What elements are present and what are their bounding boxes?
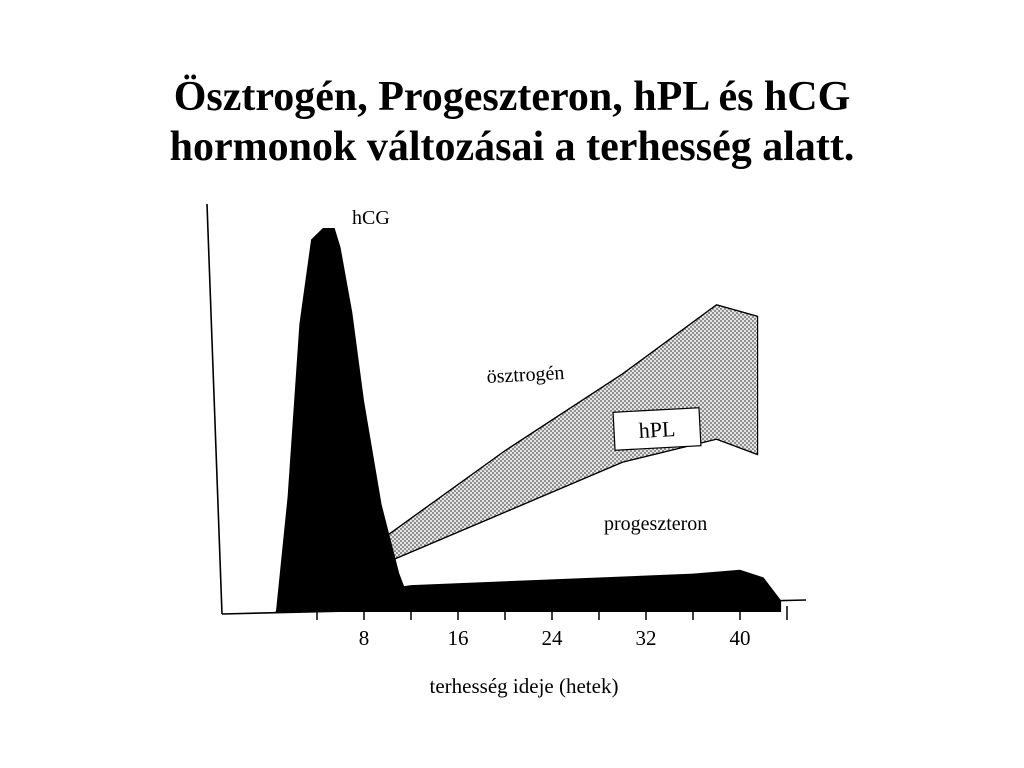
series-label-hpl: hPL	[638, 416, 676, 443]
series-line-osztrogen	[275, 304, 758, 613]
slide-title: Ösztrogén, Progeszteron, hPL és hCG horm…	[0, 72, 1024, 172]
series-line-hpl	[275, 438, 758, 613]
slide-title-line-2: hormonok változásai a terhesség alatt.	[169, 124, 855, 170]
series-label-osztrogen: ösztrogén	[486, 362, 565, 388]
y-axis	[206, 203, 223, 615]
x-axis-label: terhesség ideje (hetek)	[430, 674, 619, 698]
hpl-label-box	[612, 407, 702, 451]
x-tick-label: 24	[542, 626, 564, 650]
x-axis	[221, 599, 807, 615]
series-area-hcg	[275, 228, 411, 612]
slide-title-line-1: Ösztrogén, Progeszteron, hPL és hCG	[173, 74, 851, 120]
x-tick-label: 8	[359, 626, 370, 650]
x-tick-label: 32	[636, 626, 657, 650]
x-tick-label: 40	[730, 626, 751, 650]
x-tick-label: 16	[448, 626, 469, 650]
series-label-progeszteron: progeszteron	[604, 513, 707, 535]
series-label-hcg: hCG	[352, 207, 390, 229]
